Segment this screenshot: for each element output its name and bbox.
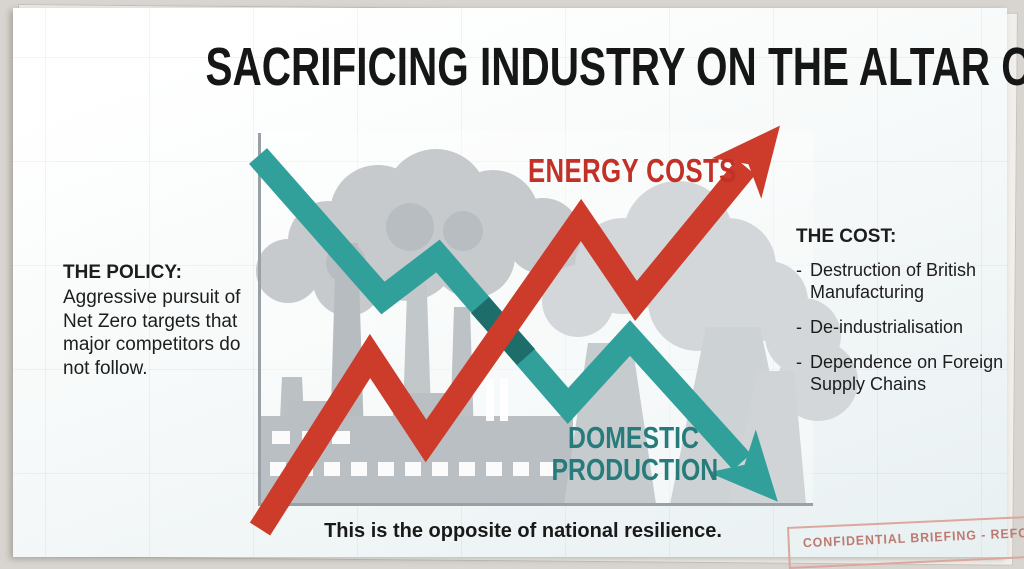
domestic-production-label: DOMESTIC PRODUCTION <box>551 420 719 488</box>
cost-heading: THE COST: <box>796 226 897 247</box>
policy-body: Aggressive pursuit of Net Zero targets t… <box>63 287 241 379</box>
chart-axes <box>258 133 813 506</box>
cost-list: Destruction of British Manufacturing De-… <box>796 260 1024 396</box>
chart-canvas <box>248 125 858 536</box>
policy-block: THE POLICY: Aggressive pursuit of Net Ze… <box>63 262 263 380</box>
cost-item: Dependence on Foreign Supply Chains <box>796 352 1024 396</box>
confidential-stamp-text: CONFIDENTIAL BRIEFING - REFORM UK <box>802 523 1024 551</box>
energy-costs-arrow <box>249 125 780 536</box>
cost-item: De-industrialisation <box>796 317 1024 339</box>
trend-chart <box>248 125 858 536</box>
page-title: SACRIFICING INDUSTRY ON THE ALTAR OF IDE… <box>26 36 1024 98</box>
cost-item: Destruction of British Manufacturing <box>796 260 1024 304</box>
infographic-page: { "title": "SACRIFICING INDUSTRY ON THE … <box>0 0 1024 557</box>
page-title-text: SACRIFICING INDUSTRY ON THE ALTAR OF IDE… <box>205 37 1024 97</box>
policy-heading: THE POLICY: <box>63 262 182 283</box>
cost-block: THE COST: Destruction of British Manufac… <box>796 226 1024 409</box>
energy-costs-label: ENERGY COSTS <box>528 152 737 189</box>
briefing-card: SACRIFICING INDUSTRY ON THE ALTAR OF IDE… <box>13 8 1024 557</box>
bottom-caption: This is the opposite of national resilie… <box>324 520 722 542</box>
